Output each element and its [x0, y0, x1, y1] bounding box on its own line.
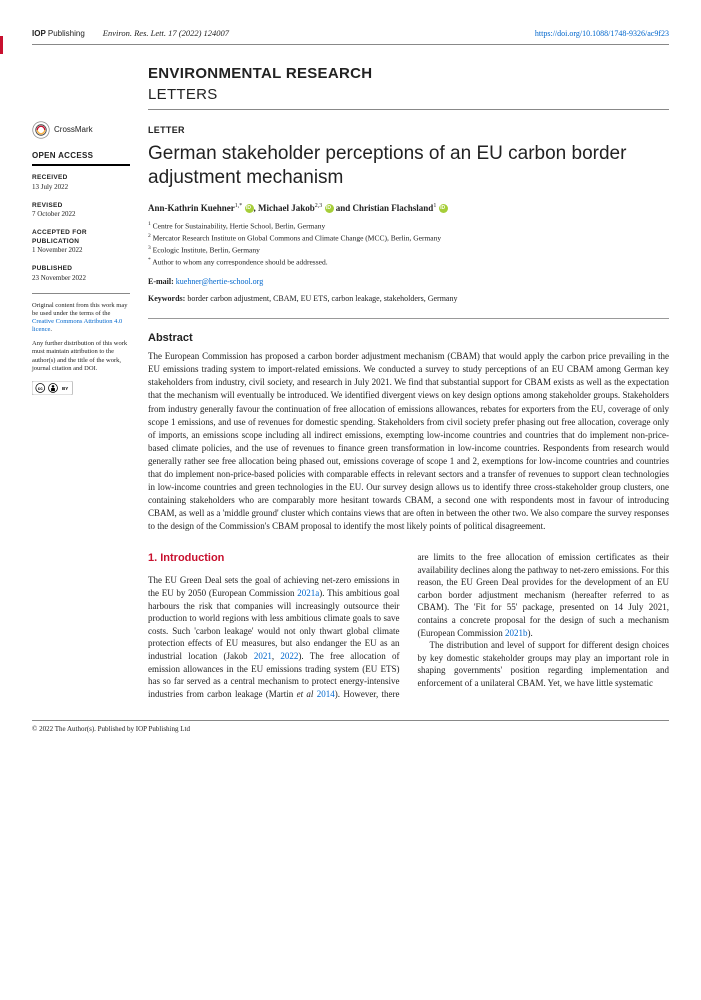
main-content: ENVIRONMENTAL RESEARCH LETTERS LETTER Ge…	[148, 63, 669, 700]
body-columns: 1. Introduction The EU Green Deal sets t…	[148, 551, 669, 700]
publisher-logo: IOP Publishing	[32, 28, 85, 39]
cc-by-badge[interactable]: cc BY	[32, 381, 130, 398]
affiliation: 1 Centre for Sustainability, Hertie Scho…	[148, 221, 669, 232]
journal-title: ENVIRONMENTAL RESEARCH LETTERS	[148, 63, 669, 105]
citation-link[interactable]: 2022	[280, 651, 298, 661]
citation-link[interactable]: 2014	[317, 689, 335, 699]
orcid-icon[interactable]	[245, 204, 254, 213]
email-line: E-mail: kuehner@hertie-school.org	[148, 276, 669, 287]
svg-text:BY: BY	[62, 386, 68, 391]
top-bar: IOP Publishing Environ. Res. Lett. 17 (2…	[32, 28, 669, 45]
body-paragraph: The distribution and level of support fo…	[418, 639, 670, 689]
orcid-icon[interactable]	[439, 204, 448, 213]
section-heading: 1. Introduction	[148, 551, 400, 566]
authors: Ann-Kathrin Kuehner1,* , Michael Jakob2,…	[148, 202, 669, 215]
accepted-block: ACCEPTED FOR PUBLICATION 1 November 2022	[32, 229, 130, 255]
svg-text:cc: cc	[38, 386, 43, 391]
abstract-body: The European Commission has proposed a c…	[148, 350, 669, 533]
citation-link[interactable]: 2021b	[505, 628, 528, 638]
citation-link[interactable]: 2021a	[297, 588, 319, 598]
article-title: German stakeholder perceptions of an EU …	[148, 142, 669, 190]
abstract-heading: Abstract	[148, 331, 669, 346]
article-type: LETTER	[148, 124, 669, 137]
orcid-icon[interactable]	[325, 204, 334, 213]
crossmark-badge[interactable]: CrossMark	[32, 121, 130, 139]
journal-reference: Environ. Res. Lett. 17 (2022) 124007	[103, 28, 229, 40]
doi-link[interactable]: https://doi.org/10.1088/1748-9326/ac9f23	[535, 28, 669, 39]
affiliation: 3 Ecologic Institute, Berlin, Germany	[148, 245, 669, 256]
revised-block: REVISED 7 October 2022	[32, 202, 130, 220]
received-block: RECEIVED 13 July 2022	[32, 174, 130, 192]
open-access-label: OPEN ACCESS	[32, 151, 130, 166]
sidebar: CrossMark OPEN ACCESS RECEIVED 13 July 2…	[32, 63, 130, 700]
footer-copyright: © 2022 The Author(s). Published by IOP P…	[32, 720, 669, 735]
affiliation: 2 Mercator Research Institute on Global …	[148, 233, 669, 244]
citation-link[interactable]: 2021	[254, 651, 272, 661]
keywords-line: Keywords: border carbon adjustment, CBAM…	[148, 293, 669, 304]
licence-link[interactable]: Creative Commons Attribution 4.0 licence	[32, 318, 122, 333]
licence-text: Original content from this work may be u…	[32, 302, 130, 335]
crossmark-icon	[32, 121, 50, 139]
corresponding-author-note: * Author to whom any correspondence shou…	[148, 257, 669, 268]
crossmark-label: CrossMark	[54, 125, 93, 135]
author-email[interactable]: kuehner@hertie-school.org	[176, 277, 263, 286]
published-block: PUBLISHED 23 November 2022	[32, 265, 130, 283]
attribution-text: Any further distribution of this work mu…	[32, 340, 130, 373]
accent-bar	[0, 36, 3, 54]
